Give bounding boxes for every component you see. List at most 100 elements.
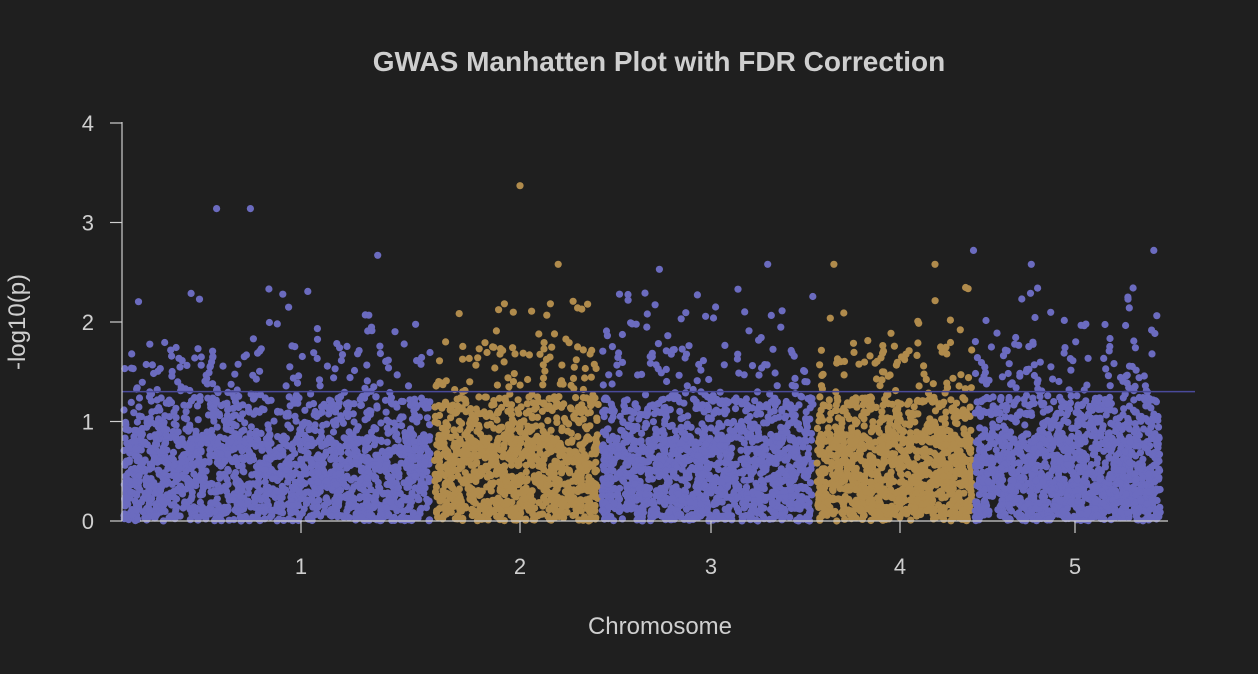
snp-point	[411, 399, 419, 408]
snp-point	[333, 340, 341, 348]
snp-point	[436, 496, 444, 504]
snp-point	[631, 480, 639, 488]
snp-point	[590, 360, 598, 368]
snp-point	[433, 455, 441, 464]
snp-point	[130, 409, 138, 417]
snp-point	[397, 501, 405, 509]
snp-point	[691, 438, 700, 446]
snp-point	[500, 358, 508, 366]
snp-point	[572, 477, 580, 486]
snp-point	[395, 449, 403, 457]
snp-point	[286, 424, 295, 432]
snp-point	[225, 516, 233, 524]
snp-point	[769, 490, 777, 499]
snp-point	[365, 311, 373, 319]
snp-point	[587, 373, 595, 381]
snp-point	[599, 347, 607, 355]
snp-point	[322, 494, 330, 502]
snp-point	[745, 327, 753, 335]
snp-point	[431, 412, 439, 420]
snp-point	[913, 453, 921, 461]
snp-point	[216, 433, 224, 441]
snp-point	[475, 393, 483, 401]
snp-point	[172, 414, 180, 422]
snp-point	[609, 432, 617, 440]
snp-point	[439, 487, 447, 495]
snp-point	[367, 407, 375, 415]
snp-point	[470, 461, 478, 469]
snp-point	[456, 425, 464, 433]
snp-point	[292, 417, 300, 425]
snp-point	[734, 493, 742, 501]
snp-point	[712, 303, 720, 311]
snp-point	[379, 490, 387, 498]
snp-point	[465, 424, 473, 432]
snp-point	[416, 506, 424, 514]
snp-point	[177, 387, 185, 395]
snp-point	[391, 328, 399, 336]
snp-point	[579, 394, 587, 402]
snp-point	[141, 514, 149, 522]
snp-point	[210, 417, 218, 425]
snp-point	[493, 381, 501, 389]
snp-point	[748, 425, 757, 433]
snp-point	[763, 401, 771, 409]
snp-point	[613, 490, 622, 498]
snp-point	[183, 361, 191, 369]
snp-point	[709, 314, 718, 322]
snp-point	[590, 485, 598, 493]
snp-point	[553, 414, 561, 422]
snp-point	[755, 371, 763, 379]
snp-point	[373, 404, 381, 412]
snp-point	[232, 457, 240, 465]
snp-point	[654, 340, 663, 348]
snp-point	[592, 458, 600, 466]
snp-point	[761, 463, 769, 472]
snp-point	[754, 490, 762, 498]
snp-point	[714, 498, 722, 506]
snp-point	[292, 462, 301, 470]
snp-point	[344, 490, 352, 498]
snp-point	[526, 427, 534, 436]
snp-point	[864, 337, 872, 345]
snp-point	[146, 496, 154, 504]
snp-point	[221, 457, 229, 465]
snp-point	[356, 476, 364, 484]
snp-point	[565, 339, 573, 347]
snp-point	[135, 429, 144, 438]
snp-point	[734, 423, 742, 431]
snp-point	[677, 510, 685, 519]
snp-point	[298, 352, 306, 361]
snp-point	[236, 492, 245, 500]
snp-point	[134, 298, 143, 306]
snp-point	[617, 426, 625, 434]
snp-point	[253, 482, 261, 490]
snp-point	[318, 408, 326, 416]
snp-point	[720, 361, 728, 369]
snp-point	[207, 433, 215, 442]
snp-point	[795, 455, 804, 463]
snp-point	[323, 362, 331, 370]
snp-point	[793, 500, 801, 508]
snp-point	[289, 492, 297, 500]
snp-point	[677, 315, 685, 323]
snp-point	[278, 471, 286, 479]
snp-point	[452, 431, 460, 439]
snp-point	[264, 421, 272, 429]
snp-point	[509, 308, 517, 316]
snp-point	[385, 510, 393, 518]
snp-point	[319, 421, 327, 430]
snp-point	[775, 494, 783, 502]
snp-point	[300, 469, 308, 477]
snp-point	[872, 375, 881, 383]
snp-point	[530, 516, 539, 524]
snp-point	[579, 346, 587, 354]
snp-point	[293, 379, 302, 387]
snp-point	[487, 420, 495, 428]
snp-point	[555, 442, 563, 450]
snp-point	[146, 447, 154, 455]
snp-point	[599, 381, 607, 389]
snp-point	[696, 463, 704, 471]
snp-point	[197, 446, 205, 455]
snp-point	[255, 464, 264, 472]
